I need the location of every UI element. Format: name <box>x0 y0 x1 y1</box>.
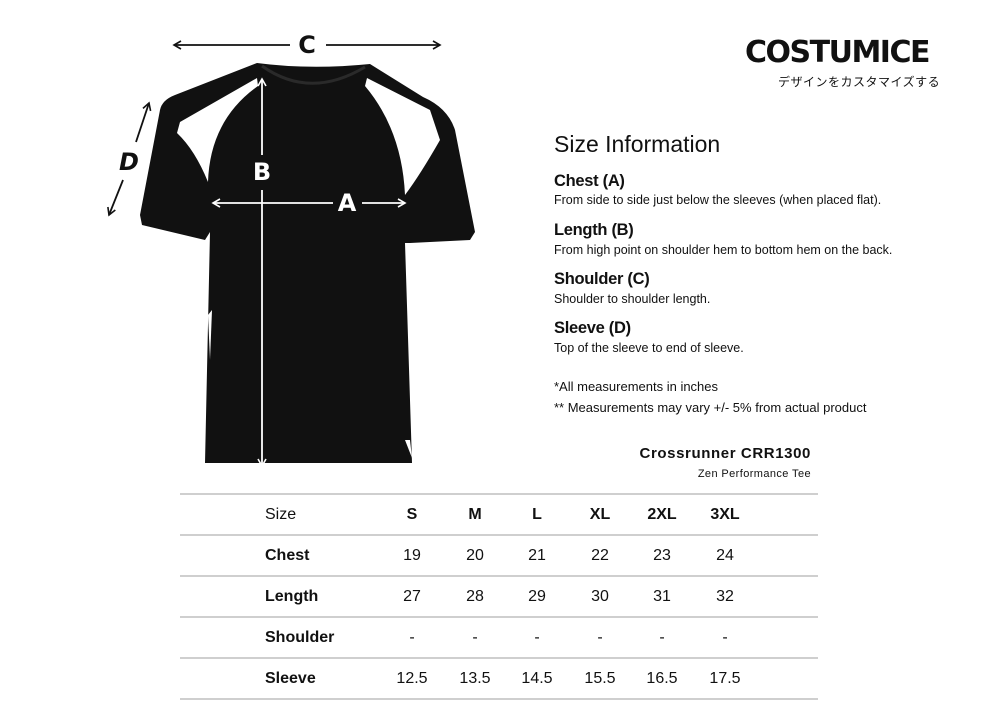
table-cell: 13.5 <box>459 669 491 687</box>
table-cell: - <box>722 628 728 646</box>
length-description: From high point on shoulder hem to botto… <box>554 243 893 257</box>
table-cell: 32 <box>716 587 734 605</box>
row-label: Chest <box>265 546 310 564</box>
brand-logo: COSTUMICE <box>745 35 930 70</box>
table-cell: - <box>472 628 478 646</box>
shirt-body <box>140 63 475 463</box>
table-cell: 30 <box>591 587 609 605</box>
left-white-insert <box>177 78 258 182</box>
header-label: Size <box>265 505 297 523</box>
table-header-row: Size S M L XL 2XL 3XL <box>180 493 818 536</box>
size-3xl: 3XL <box>710 505 740 523</box>
brand-tagline: デザインをカスタマイズする <box>778 75 941 89</box>
table-cell: - <box>534 628 540 646</box>
table-cell: 20 <box>466 546 484 564</box>
size-info-title: Size Information <box>554 131 721 157</box>
note-variance: ** Measurements may vary +/- 5% from act… <box>554 400 867 415</box>
product-subtitle: Zen Performance Tee <box>697 468 811 480</box>
label-a: A <box>338 189 357 217</box>
chest-description: From side to side just below the sleeves… <box>554 193 882 207</box>
table-cell: 31 <box>653 587 671 605</box>
sleeve-description: Top of the sleeve to end of sleeve. <box>554 341 744 355</box>
row-label: Shoulder <box>265 628 335 646</box>
size-s: S <box>406 505 418 523</box>
table-cell: 22 <box>591 546 609 564</box>
size-l: L <box>532 505 542 523</box>
table-cell: 24 <box>716 546 734 564</box>
table-row-shoulder: Shoulder - - - - - - <box>180 618 818 659</box>
row-label: Length <box>265 587 319 605</box>
sleeve-heading: Sleeve (D) <box>554 319 631 337</box>
table-row-sleeve: Sleeve 12.5 13.5 14.5 15.5 16.5 17.5 <box>180 659 818 700</box>
side-stripe-right <box>405 440 412 458</box>
table-cell: 27 <box>403 587 421 605</box>
size-table: Size S M L XL 2XL 3XL Chest 19 20 21 22 23 24 L… <box>180 493 818 700</box>
row-label: Sleeve <box>265 669 316 687</box>
table-cell: 14.5 <box>521 669 553 687</box>
table-cell: - <box>659 628 665 646</box>
product-name: Crossrunner CRR1300 <box>639 445 811 462</box>
table-cell: 17.5 <box>709 669 741 687</box>
collar <box>261 64 366 85</box>
size-xl: XL <box>589 505 611 523</box>
chest-heading: Chest (A) <box>554 172 625 190</box>
table-cell: 21 <box>528 546 546 564</box>
d-arrow-bottom <box>107 179 124 217</box>
size-2xl: 2XL <box>647 505 677 523</box>
side-stripe-left <box>208 310 212 360</box>
table-cell: 15.5 <box>584 669 616 687</box>
right-white-insert <box>365 78 440 195</box>
size-m: M <box>468 505 482 523</box>
table-cell: 29 <box>528 587 546 605</box>
label-b: B <box>253 158 271 186</box>
d-arrow-top <box>135 101 152 143</box>
note-units: *All measurements in inches <box>554 379 719 394</box>
table-row-chest: Chest 19 20 21 22 23 24 <box>180 536 818 577</box>
length-heading: Length (B) <box>554 221 634 239</box>
table-cell: 16.5 <box>646 669 678 687</box>
shoulder-heading: Shoulder (C) <box>554 270 650 288</box>
table-cell: 12.5 <box>396 669 428 687</box>
table-cell: 19 <box>403 546 421 564</box>
label-d: D <box>119 148 139 176</box>
label-c: C <box>298 31 316 59</box>
tshirt-diagram: C B A D <box>107 31 475 468</box>
table-cell: - <box>409 628 415 646</box>
table-cell: 28 <box>466 587 484 605</box>
shoulder-description: Shoulder to shoulder length. <box>554 292 711 306</box>
table-cell: 23 <box>653 546 671 564</box>
table-cell: - <box>597 628 603 646</box>
table-row-length: Length 27 28 29 30 31 32 <box>180 577 818 618</box>
